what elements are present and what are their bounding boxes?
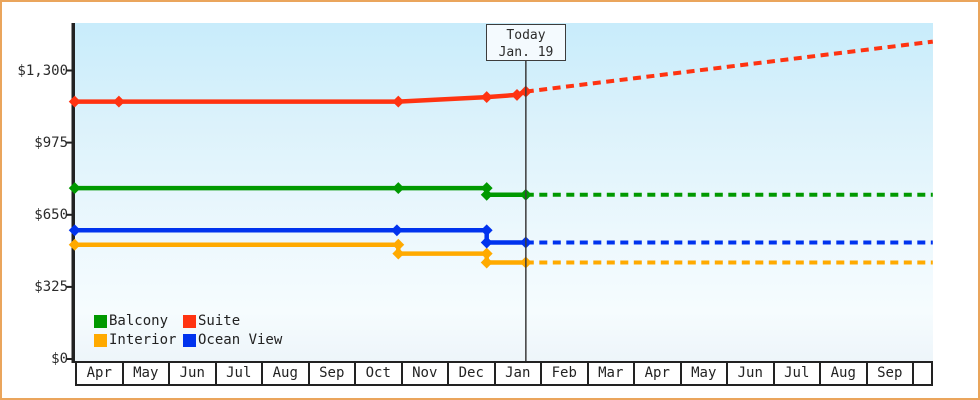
- data-point-marker: [392, 247, 405, 260]
- month-cell-jul: Jul: [217, 363, 263, 384]
- today-marker-box: Today Jan. 19: [486, 24, 566, 61]
- y-axis-tick: [66, 69, 73, 72]
- price-line: [74, 228, 526, 245]
- price-line: [74, 242, 526, 265]
- legend-label: Ocean View: [198, 332, 283, 348]
- month-cell-may: May: [124, 363, 170, 384]
- month-cell-dec: Dec: [449, 363, 496, 384]
- y-axis-tick: [66, 213, 73, 216]
- legend-swatch-icon: [183, 314, 196, 328]
- data-point-marker: [480, 188, 493, 201]
- data-point-marker: [112, 95, 125, 108]
- month-cell-jun: Jun: [170, 363, 217, 384]
- month-cell-aug: Aug: [821, 363, 868, 384]
- y-axis-tick-label: $1,300: [17, 63, 68, 79]
- today-line: [525, 60, 527, 363]
- today-date-label: Jan. 19: [498, 45, 554, 60]
- month-cell-jan: Jan: [496, 363, 542, 384]
- legend-item-interior: Interior: [94, 333, 183, 347]
- data-point-marker: [480, 236, 493, 249]
- y-axis-tick-label: $0: [51, 351, 68, 367]
- month-cell-empty: [914, 363, 931, 384]
- price-line: [74, 185, 526, 198]
- y-axis-tick: [66, 285, 73, 288]
- month-cell-may: May: [682, 363, 728, 384]
- data-point-marker: [480, 256, 493, 269]
- data-point-marker: [390, 224, 403, 237]
- month-cell-aug: Aug: [263, 363, 310, 384]
- legend-item-ocean-view: Ocean View: [183, 333, 282, 347]
- data-point-marker: [68, 95, 81, 108]
- plot-background: [74, 23, 933, 362]
- month-cell-jul: Jul: [775, 363, 821, 384]
- data-point-marker: [392, 182, 405, 195]
- legend-swatch-icon: [183, 333, 196, 347]
- month-cell-sep: Sep: [310, 363, 356, 384]
- legend-label: Balcony: [109, 313, 169, 329]
- data-point-marker: [392, 95, 405, 108]
- y-axis-tick-label: $650: [34, 207, 68, 223]
- legend-swatch-icon: [94, 314, 107, 328]
- month-cell-nov: Nov: [403, 363, 449, 384]
- month-cell-apr: Apr: [77, 363, 124, 384]
- y-axis-tick: [66, 358, 73, 360]
- y-axis-tick-label: $975: [34, 135, 68, 151]
- data-point-marker: [68, 182, 81, 195]
- legend-label: Suite: [198, 313, 241, 329]
- legend-item-suite: Suite: [183, 314, 282, 328]
- month-cell-sep: Sep: [868, 363, 914, 384]
- forecast-line: [525, 39, 934, 94]
- legend: Balcony Suite Interior Ocean View: [94, 314, 282, 347]
- legend-label: Interior: [109, 332, 177, 348]
- legend-swatch-icon: [94, 333, 107, 347]
- legend-item-balcony: Balcony: [94, 314, 183, 328]
- today-label: Today: [506, 28, 546, 43]
- month-cell-mar: Mar: [589, 363, 635, 384]
- y-axis-line: [71, 23, 75, 363]
- month-cell-jun: Jun: [728, 363, 775, 384]
- month-cell-apr: Apr: [635, 363, 682, 384]
- y-axis-tick-label: $325: [34, 279, 68, 295]
- price-line: [74, 89, 527, 104]
- x-axis-month-row: Apr May Jun Jul Aug Sep Oct Nov Dec Jan Feb Mar Apr M…: [75, 361, 933, 386]
- month-cell-oct: Oct: [356, 363, 403, 384]
- month-cell-feb: Feb: [542, 363, 589, 384]
- data-point-marker: [480, 91, 493, 104]
- y-axis-tick: [66, 141, 73, 144]
- series-balcony: [68, 182, 933, 201]
- data-point-marker: [68, 238, 81, 251]
- data-point-marker: [68, 224, 81, 237]
- data-point-marker: [480, 224, 493, 237]
